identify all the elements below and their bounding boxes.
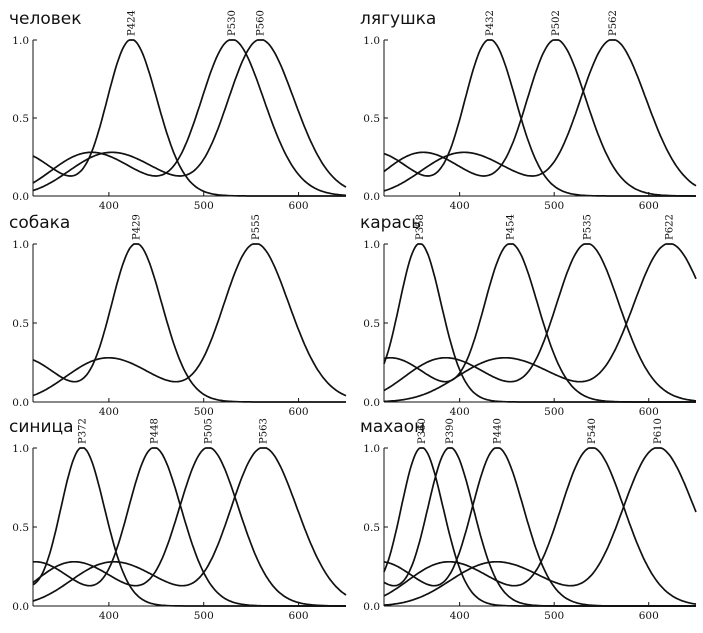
series-line-P563 [32, 447, 347, 602]
y-tick-label: 0.0 [12, 601, 29, 613]
series-line-P440 [383, 447, 696, 607]
x-tick-label: 500 [194, 200, 214, 212]
x-tick-label: 600 [639, 200, 659, 212]
series-label: P502 [551, 10, 562, 36]
series-label: P454 [506, 214, 517, 240]
y-tick-label: 0.5 [12, 113, 29, 125]
series-line-P424 [32, 39, 346, 197]
series-label: P440 [492, 418, 503, 444]
series-line-P360 [383, 447, 696, 607]
x-tick-label: 500 [544, 406, 564, 418]
series-line-P535 [383, 243, 697, 402]
x-tick-label: 600 [289, 610, 309, 622]
series-label: P535 [582, 214, 593, 240]
series-line-P560 [32, 39, 347, 192]
series-line-P454 [383, 243, 696, 403]
panel-title: карась [360, 213, 421, 233]
y-tick-label: 0.0 [363, 601, 380, 613]
series-label: P540 [587, 418, 598, 444]
series-label: P432 [485, 10, 496, 36]
y-tick-label: 0.0 [12, 397, 29, 409]
y-tick-label: 1.0 [12, 239, 29, 251]
panel-title: махаон [360, 417, 425, 437]
y-tick-label: 1.0 [12, 443, 29, 455]
series-line-P540 [383, 447, 697, 605]
y-tick-label: 1.0 [363, 443, 380, 455]
chart-panel-4: карась 0.0 0.5 1.0 400 500 600 P358 P454 P535 P622 [360, 213, 697, 418]
y-tick-label: 0.0 [12, 191, 29, 203]
y-tick-label: 0.0 [363, 191, 380, 203]
series-line-P562 [383, 39, 697, 192]
series-label: P390 [445, 418, 456, 444]
chart-panel-2: лягушка 0.0 0.5 1.0 400 500 600 P432 P502 P562 [360, 9, 697, 212]
series-label: P448 [149, 418, 160, 444]
y-tick-label: 0.5 [363, 522, 380, 534]
chart-panel-3: собака 0.0 0.5 1.0 400 500 600 P429 P555 [9, 213, 347, 418]
series-label: P505 [203, 418, 214, 444]
chart-panel-1: человек 0.0 0.5 1.0 400 500 600 P424 P530 P560 [9, 9, 347, 212]
chart-panel-5: синица 0.0 0.5 1.0 400 500 600 P372 P448 P505 P563 [9, 417, 347, 622]
series-label: P562 [608, 10, 619, 36]
panel-title: человек [9, 9, 82, 29]
x-tick-label: 600 [289, 406, 309, 418]
x-tick-label: 400 [99, 200, 119, 212]
panel-title: лягушка [360, 9, 436, 29]
x-tick-label: 600 [639, 406, 659, 418]
series-label: P424 [127, 10, 138, 36]
series-label: P622 [665, 214, 676, 240]
y-tick-label: 0.5 [12, 522, 29, 534]
series-line-P429 [32, 243, 346, 403]
y-tick-label: 1.0 [12, 35, 29, 47]
series-label: P530 [227, 10, 238, 36]
x-tick-label: 600 [289, 200, 309, 212]
series-label: P563 [258, 418, 269, 444]
series-label: P360 [417, 418, 428, 444]
x-tick-label: 400 [99, 610, 119, 622]
x-tick-label: 500 [544, 200, 564, 212]
series-label: P429 [131, 214, 142, 240]
x-tick-label: 500 [194, 610, 214, 622]
panel-title: синица [9, 417, 74, 437]
y-tick-label: 0.5 [363, 318, 380, 330]
series-line-P530 [32, 39, 347, 197]
y-tick-label: 0.0 [363, 397, 380, 409]
series-label: P358 [415, 214, 426, 240]
x-tick-label: 500 [194, 406, 214, 418]
series-label: P372 [77, 418, 88, 444]
x-tick-label: 400 [450, 610, 470, 622]
x-tick-label: 600 [639, 610, 659, 622]
series-line-P622 [383, 243, 697, 403]
series-label: P560 [256, 10, 267, 36]
x-tick-label: 400 [450, 406, 470, 418]
x-tick-label: 400 [99, 406, 119, 418]
series-line-P390 [383, 447, 696, 607]
panel-title: собака [9, 213, 70, 233]
y-tick-label: 0.5 [363, 113, 380, 125]
series-line-P610 [383, 447, 697, 606]
series-line-P502 [383, 39, 696, 197]
x-tick-label: 500 [544, 610, 564, 622]
series-line-P505 [32, 447, 346, 607]
series-label: P555 [251, 214, 262, 240]
series-line-P432 [383, 39, 696, 197]
y-tick-label: 1.0 [363, 35, 380, 47]
y-tick-label: 0.5 [12, 318, 29, 330]
series-line-P448 [32, 447, 346, 607]
y-tick-label: 1.0 [363, 239, 380, 251]
series-label: P610 [653, 418, 664, 444]
chart-panel-6: махаон 0.0 0.5 1.0 400 500 600 P360 P390 P440 P540… [360, 417, 697, 622]
series-line-P555 [32, 243, 347, 397]
x-tick-label: 400 [450, 200, 470, 212]
